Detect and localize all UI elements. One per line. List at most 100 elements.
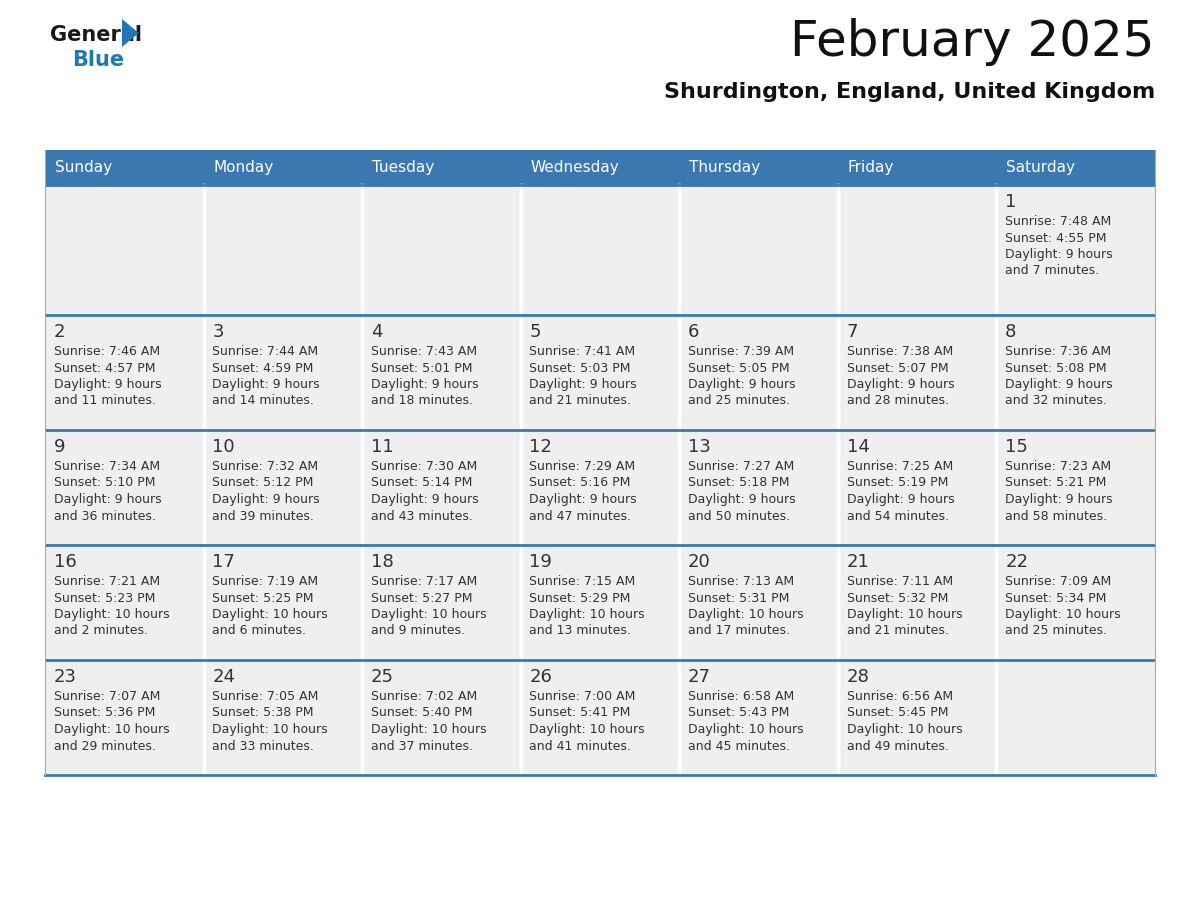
Text: Sunrise: 7:23 AM: Sunrise: 7:23 AM: [1005, 460, 1111, 473]
Text: Daylight: 10 hours: Daylight: 10 hours: [530, 723, 645, 736]
Text: Daylight: 10 hours: Daylight: 10 hours: [688, 723, 803, 736]
Text: Sunset: 5:16 PM: Sunset: 5:16 PM: [530, 476, 631, 489]
Text: Sunset: 5:01 PM: Sunset: 5:01 PM: [371, 362, 473, 375]
Text: Sunset: 5:32 PM: Sunset: 5:32 PM: [847, 591, 948, 604]
Text: Sunrise: 7:13 AM: Sunrise: 7:13 AM: [688, 575, 794, 588]
Bar: [838, 150, 997, 185]
Text: Daylight: 9 hours: Daylight: 9 hours: [688, 493, 796, 506]
Text: Sunrise: 7:27 AM: Sunrise: 7:27 AM: [688, 460, 795, 473]
Text: Daylight: 10 hours: Daylight: 10 hours: [213, 608, 328, 621]
Text: Daylight: 9 hours: Daylight: 9 hours: [213, 493, 320, 506]
Text: Daylight: 10 hours: Daylight: 10 hours: [847, 723, 962, 736]
Bar: [362, 185, 520, 315]
Text: Sunrise: 7:36 AM: Sunrise: 7:36 AM: [1005, 345, 1111, 358]
Text: Daylight: 9 hours: Daylight: 9 hours: [847, 493, 954, 506]
Text: Sunrise: 7:32 AM: Sunrise: 7:32 AM: [213, 460, 318, 473]
Text: Sunrise: 7:17 AM: Sunrise: 7:17 AM: [371, 575, 478, 588]
Text: Sunset: 5:34 PM: Sunset: 5:34 PM: [1005, 591, 1106, 604]
Text: Daylight: 10 hours: Daylight: 10 hours: [688, 608, 803, 621]
Bar: [362, 150, 520, 185]
Text: Sunset: 4:59 PM: Sunset: 4:59 PM: [213, 362, 314, 375]
Text: General: General: [50, 25, 143, 45]
Text: and 58 minutes.: and 58 minutes.: [1005, 509, 1107, 522]
Text: Sunrise: 7:46 AM: Sunrise: 7:46 AM: [53, 345, 160, 358]
Text: and 36 minutes.: and 36 minutes.: [53, 509, 156, 522]
Text: Sunrise: 7:39 AM: Sunrise: 7:39 AM: [688, 345, 794, 358]
Bar: [680, 545, 838, 660]
Text: 11: 11: [371, 438, 393, 456]
Text: Sunset: 4:55 PM: Sunset: 4:55 PM: [1005, 231, 1107, 244]
Text: and 18 minutes.: and 18 minutes.: [371, 395, 473, 408]
Text: Sunset: 5:41 PM: Sunset: 5:41 PM: [530, 707, 631, 720]
Text: Daylight: 10 hours: Daylight: 10 hours: [371, 723, 487, 736]
Text: Daylight: 9 hours: Daylight: 9 hours: [847, 378, 954, 391]
Text: Sunday: Sunday: [55, 160, 112, 175]
Bar: [520, 660, 680, 775]
Bar: [997, 545, 1155, 660]
Text: Sunset: 4:57 PM: Sunset: 4:57 PM: [53, 362, 156, 375]
Text: and 21 minutes.: and 21 minutes.: [847, 624, 948, 637]
Text: Sunset: 5:07 PM: Sunset: 5:07 PM: [847, 362, 948, 375]
Text: Monday: Monday: [213, 160, 273, 175]
Polygon shape: [122, 19, 139, 47]
Text: Sunrise: 7:11 AM: Sunrise: 7:11 AM: [847, 575, 953, 588]
Text: Sunset: 5:21 PM: Sunset: 5:21 PM: [1005, 476, 1106, 489]
Text: 27: 27: [688, 668, 710, 686]
Text: and 33 minutes.: and 33 minutes.: [213, 740, 314, 753]
Text: 26: 26: [530, 668, 552, 686]
Text: February 2025: February 2025: [790, 18, 1155, 66]
Text: 1: 1: [1005, 193, 1017, 211]
Bar: [362, 660, 520, 775]
Text: 13: 13: [688, 438, 710, 456]
Text: Daylight: 9 hours: Daylight: 9 hours: [53, 378, 162, 391]
Text: and 43 minutes.: and 43 minutes.: [371, 509, 473, 522]
Text: and 50 minutes.: and 50 minutes.: [688, 509, 790, 522]
Text: 20: 20: [688, 553, 710, 571]
Text: Sunset: 5:45 PM: Sunset: 5:45 PM: [847, 707, 948, 720]
Text: Sunrise: 7:38 AM: Sunrise: 7:38 AM: [847, 345, 953, 358]
Text: Blue: Blue: [72, 50, 124, 70]
Bar: [203, 315, 362, 430]
Text: 7: 7: [847, 323, 858, 341]
Text: Sunset: 5:38 PM: Sunset: 5:38 PM: [213, 707, 314, 720]
Bar: [997, 185, 1155, 315]
Text: Daylight: 9 hours: Daylight: 9 hours: [688, 378, 796, 391]
Text: Sunset: 5:18 PM: Sunset: 5:18 PM: [688, 476, 790, 489]
Text: 17: 17: [213, 553, 235, 571]
Text: 9: 9: [53, 438, 65, 456]
Text: Daylight: 9 hours: Daylight: 9 hours: [1005, 378, 1113, 391]
Bar: [680, 430, 838, 545]
Bar: [203, 660, 362, 775]
Text: Sunset: 5:31 PM: Sunset: 5:31 PM: [688, 591, 789, 604]
Text: and 54 minutes.: and 54 minutes.: [847, 509, 948, 522]
Text: Daylight: 9 hours: Daylight: 9 hours: [371, 493, 479, 506]
Bar: [45, 185, 203, 315]
Text: 12: 12: [530, 438, 552, 456]
Text: 10: 10: [213, 438, 235, 456]
Text: and 6 minutes.: and 6 minutes.: [213, 624, 307, 637]
Text: Daylight: 9 hours: Daylight: 9 hours: [53, 493, 162, 506]
Bar: [362, 315, 520, 430]
Text: Sunrise: 6:58 AM: Sunrise: 6:58 AM: [688, 690, 795, 703]
Text: Wednesday: Wednesday: [530, 160, 619, 175]
Text: and 29 minutes.: and 29 minutes.: [53, 740, 156, 753]
Text: and 21 minutes.: and 21 minutes.: [530, 395, 631, 408]
Text: 5: 5: [530, 323, 541, 341]
Text: and 32 minutes.: and 32 minutes.: [1005, 395, 1107, 408]
Text: and 25 minutes.: and 25 minutes.: [688, 395, 790, 408]
Bar: [203, 150, 362, 185]
Bar: [838, 185, 997, 315]
Text: Daylight: 9 hours: Daylight: 9 hours: [1005, 248, 1113, 261]
Bar: [838, 315, 997, 430]
Text: and 49 minutes.: and 49 minutes.: [847, 740, 948, 753]
Text: and 14 minutes.: and 14 minutes.: [213, 395, 314, 408]
Text: and 9 minutes.: and 9 minutes.: [371, 624, 465, 637]
Text: Sunrise: 7:43 AM: Sunrise: 7:43 AM: [371, 345, 478, 358]
Text: Sunset: 5:27 PM: Sunset: 5:27 PM: [371, 591, 473, 604]
Text: and 13 minutes.: and 13 minutes.: [530, 624, 631, 637]
Text: and 2 minutes.: and 2 minutes.: [53, 624, 147, 637]
Bar: [680, 185, 838, 315]
Bar: [520, 315, 680, 430]
Text: Thursday: Thursday: [689, 160, 760, 175]
Bar: [45, 430, 203, 545]
